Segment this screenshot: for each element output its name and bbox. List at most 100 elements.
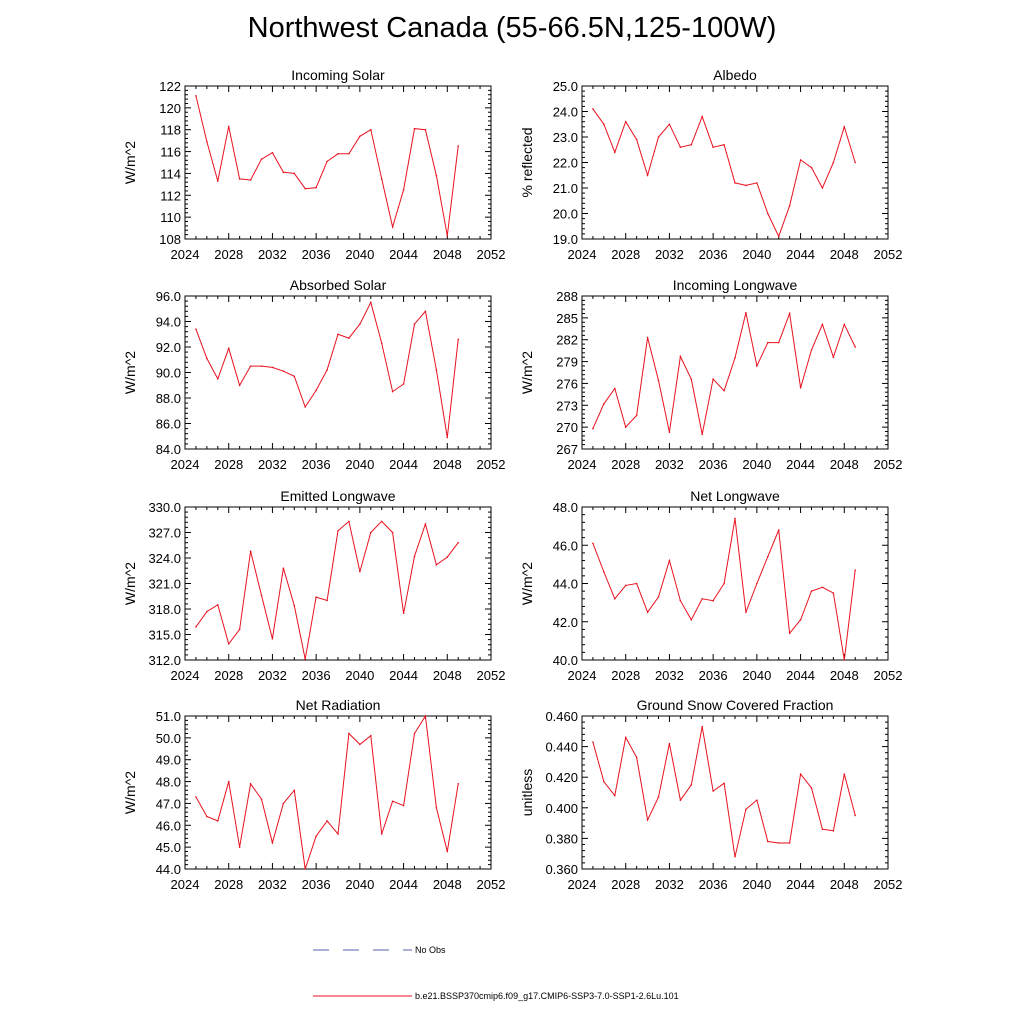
net-longwave-data-point xyxy=(766,555,769,558)
absorbed-solar-data-point xyxy=(424,310,427,313)
net-radiation-data-point xyxy=(369,734,372,737)
net-longwave-data-point xyxy=(657,596,660,598)
absorbed-solar-data-point xyxy=(260,365,263,367)
albedo-ytick-label: 22.0 xyxy=(553,156,578,171)
emitted-longwave-xtick-label: 2024 xyxy=(171,668,200,683)
net-longwave-data-point xyxy=(668,559,671,562)
emitted-longwave-data-point xyxy=(238,628,241,631)
net-radiation-data-point xyxy=(315,835,317,838)
incoming-longwave-data-point xyxy=(756,365,758,367)
net-radiation-xtick-label: 2028 xyxy=(214,877,243,892)
incoming-longwave-data-point xyxy=(712,378,714,380)
net-longwave-data-point xyxy=(821,586,824,589)
incoming-longwave-xtick-label: 2052 xyxy=(874,457,903,472)
emitted-longwave-ytick-label: 330.0 xyxy=(148,500,181,515)
albedo-data-point xyxy=(854,161,857,164)
albedo-ytick-label: 19.0 xyxy=(553,232,578,247)
net-radiation-xtick-label: 2024 xyxy=(171,877,200,892)
incoming-solar-data-point xyxy=(337,152,339,155)
emitted-longwave-data-point xyxy=(271,637,274,640)
incoming-solar-data-point xyxy=(402,189,405,191)
albedo-ytick-label: 24.0 xyxy=(553,105,578,120)
ground-snow-covered-fraction-data-point xyxy=(679,799,682,801)
emitted-longwave-xtick-label: 2052 xyxy=(477,668,506,683)
net-longwave-data-point xyxy=(832,592,835,594)
net-radiation-data-point xyxy=(457,782,460,785)
incoming-longwave-data-point xyxy=(603,403,605,405)
absorbed-solar-data-point xyxy=(391,390,394,393)
net-longwave-data-point xyxy=(646,611,649,613)
albedo-data-point xyxy=(723,143,725,146)
net-longwave-data-point xyxy=(734,517,736,520)
absorbed-solar-data-point xyxy=(315,389,317,392)
incoming-longwave-ytick-label: 276 xyxy=(556,376,578,391)
albedo-series-line xyxy=(592,108,856,238)
net-radiation-data-point xyxy=(391,800,394,803)
net-radiation-ytick-label: 50.0 xyxy=(156,731,181,746)
incoming-solar-data-point xyxy=(424,128,427,131)
net-longwave-xtick-label: 2040 xyxy=(742,668,771,683)
absorbed-solar-data-point xyxy=(359,323,361,325)
ground-snow-covered-fraction-data-point xyxy=(832,829,835,832)
net-radiation-data-point xyxy=(293,789,296,792)
incoming-longwave-title: Incoming Longwave xyxy=(673,277,798,293)
net-radiation-data-point xyxy=(337,833,339,835)
incoming-longwave-data-point xyxy=(668,431,671,434)
emitted-longwave-data-point xyxy=(391,531,394,534)
panel-albedo: Albedo % reflected 2024 2028 2032 2036 2040 204… xyxy=(519,67,902,262)
emitted-longwave-data-point xyxy=(359,570,361,573)
net-longwave-xtick-label: 2052 xyxy=(874,668,903,683)
net-longwave-data-point xyxy=(788,632,791,635)
incoming-longwave-data-point xyxy=(723,389,725,392)
ground-snow-covered-fraction-ytick-label: 0.400 xyxy=(545,801,578,816)
absorbed-solar-data-point xyxy=(348,337,350,339)
ground-snow-covered-fraction-data-point xyxy=(624,736,627,739)
panel-net-longwave: Net Longwave W/m^2 2024 2028 2032 2036 2040 204… xyxy=(519,488,903,683)
net-longwave-ytick-label: 42.0 xyxy=(553,615,578,630)
emitted-longwave-data-point xyxy=(435,564,438,566)
emitted-longwave-data-point xyxy=(337,530,339,532)
ground-snow-covered-fraction-data-point xyxy=(723,782,725,785)
net-radiation-data-point xyxy=(348,732,350,735)
ground-snow-covered-fraction-data-point xyxy=(712,790,714,792)
net-longwave-data-point xyxy=(592,542,594,545)
incoming-solar-data-point xyxy=(413,127,416,130)
absorbed-solar-ytick-label: 94.0 xyxy=(156,315,181,330)
incoming-solar-ytick-label: 110 xyxy=(160,210,181,225)
incoming-longwave-data-point xyxy=(777,341,780,344)
emitted-longwave-ylabel: W/m^2 xyxy=(122,562,138,605)
albedo-data-point xyxy=(832,161,835,164)
ground-snow-covered-fraction-ytick-label: 0.460 xyxy=(545,709,578,724)
incoming-solar-title: Incoming Solar xyxy=(291,67,385,83)
ground-snow-covered-fraction-data-point xyxy=(843,773,846,775)
ground-snow-covered-fraction-ytick-label: 0.360 xyxy=(545,862,578,877)
albedo-ytick-label: 23.0 xyxy=(553,130,578,145)
incoming-solar-data-point xyxy=(216,180,219,182)
incoming-longwave-data-point xyxy=(657,379,660,382)
ground-snow-covered-fraction-xtick-label: 2032 xyxy=(655,877,684,892)
net-longwave-ylabel: W/m^2 xyxy=(519,562,535,605)
absorbed-solar-data-point xyxy=(457,338,460,341)
incoming-solar-frame xyxy=(184,85,492,240)
albedo-data-point xyxy=(657,136,660,138)
incoming-solar-xtick-label: 2024 xyxy=(171,247,200,262)
legend-series-label: b.e21.BSSP370cmip6.f09_g17.CMIP6-SSP3-7.… xyxy=(415,991,679,1001)
albedo-data-point xyxy=(734,182,736,184)
ground-snow-covered-fraction-xtick-label: 2028 xyxy=(611,877,640,892)
incoming-solar-ytick-label: 120 xyxy=(159,101,181,116)
emitted-longwave-frame xyxy=(184,506,492,661)
emitted-longwave-series-line xyxy=(195,520,459,660)
ground-snow-covered-fraction-ylabel: unitless xyxy=(519,769,535,816)
incoming-solar-data-point xyxy=(282,171,285,174)
ground-snow-covered-fraction-data-point xyxy=(810,787,813,789)
ground-snow-covered-fraction-data-point xyxy=(756,799,758,801)
net-radiation-data-point xyxy=(216,820,219,822)
incoming-longwave-data-point xyxy=(690,378,693,380)
incoming-longwave-xtick-label: 2024 xyxy=(568,457,597,472)
net-longwave-data-point xyxy=(810,590,813,592)
emitted-longwave-ytick-label: 315.0 xyxy=(148,628,181,643)
net-radiation-data-point xyxy=(413,732,416,735)
net-longwave-xtick-label: 2028 xyxy=(611,668,640,683)
incoming-longwave-data-point xyxy=(788,312,791,315)
absorbed-solar-data-point xyxy=(293,375,296,378)
